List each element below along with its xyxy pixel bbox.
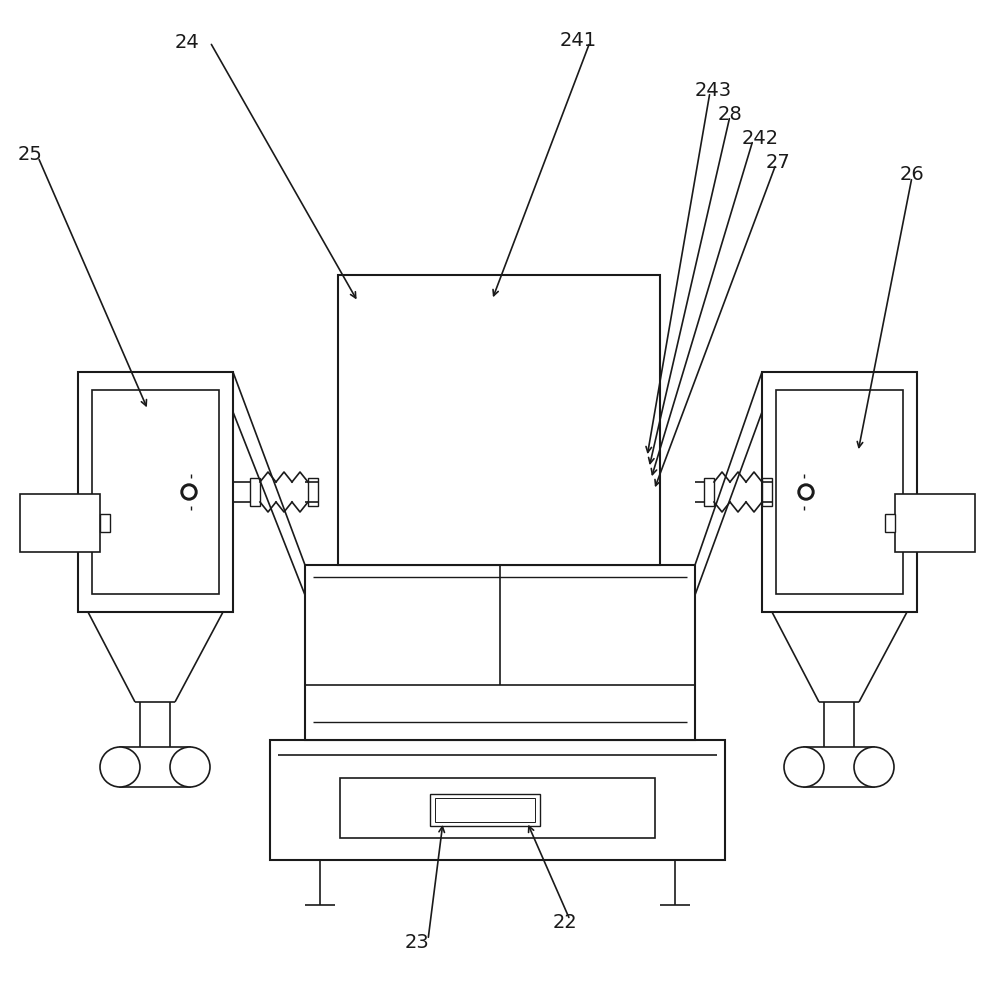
Text: 26: 26: [900, 165, 924, 184]
Bar: [78, 372, 233, 612]
Circle shape: [181, 484, 197, 500]
Text: 24: 24: [175, 32, 200, 51]
Text: 28: 28: [718, 104, 743, 123]
Bar: [704, 478, 714, 506]
Bar: [430, 794, 540, 826]
Text: 27: 27: [766, 152, 791, 172]
Bar: [762, 372, 917, 612]
Bar: [895, 494, 975, 552]
Bar: [308, 478, 318, 506]
Ellipse shape: [170, 747, 210, 787]
Bar: [250, 478, 260, 506]
Text: 243: 243: [695, 81, 733, 100]
Circle shape: [798, 484, 814, 500]
Circle shape: [801, 487, 811, 497]
Ellipse shape: [784, 747, 824, 787]
Bar: [804, 747, 874, 787]
Bar: [120, 747, 190, 787]
Ellipse shape: [854, 747, 894, 787]
Bar: [100, 514, 110, 532]
Text: 23: 23: [405, 932, 429, 952]
Bar: [340, 778, 655, 838]
Circle shape: [184, 487, 194, 497]
Bar: [435, 798, 535, 822]
Ellipse shape: [100, 747, 140, 787]
Bar: [885, 514, 895, 532]
Text: 22: 22: [553, 912, 578, 932]
Bar: [338, 275, 660, 565]
Text: 242: 242: [742, 128, 779, 147]
Bar: [20, 494, 100, 552]
Bar: [762, 478, 772, 506]
Bar: [776, 390, 903, 594]
Text: 25: 25: [18, 145, 43, 164]
Bar: [92, 390, 219, 594]
Text: 241: 241: [560, 30, 597, 49]
Bar: [270, 740, 725, 860]
Bar: [305, 565, 695, 740]
